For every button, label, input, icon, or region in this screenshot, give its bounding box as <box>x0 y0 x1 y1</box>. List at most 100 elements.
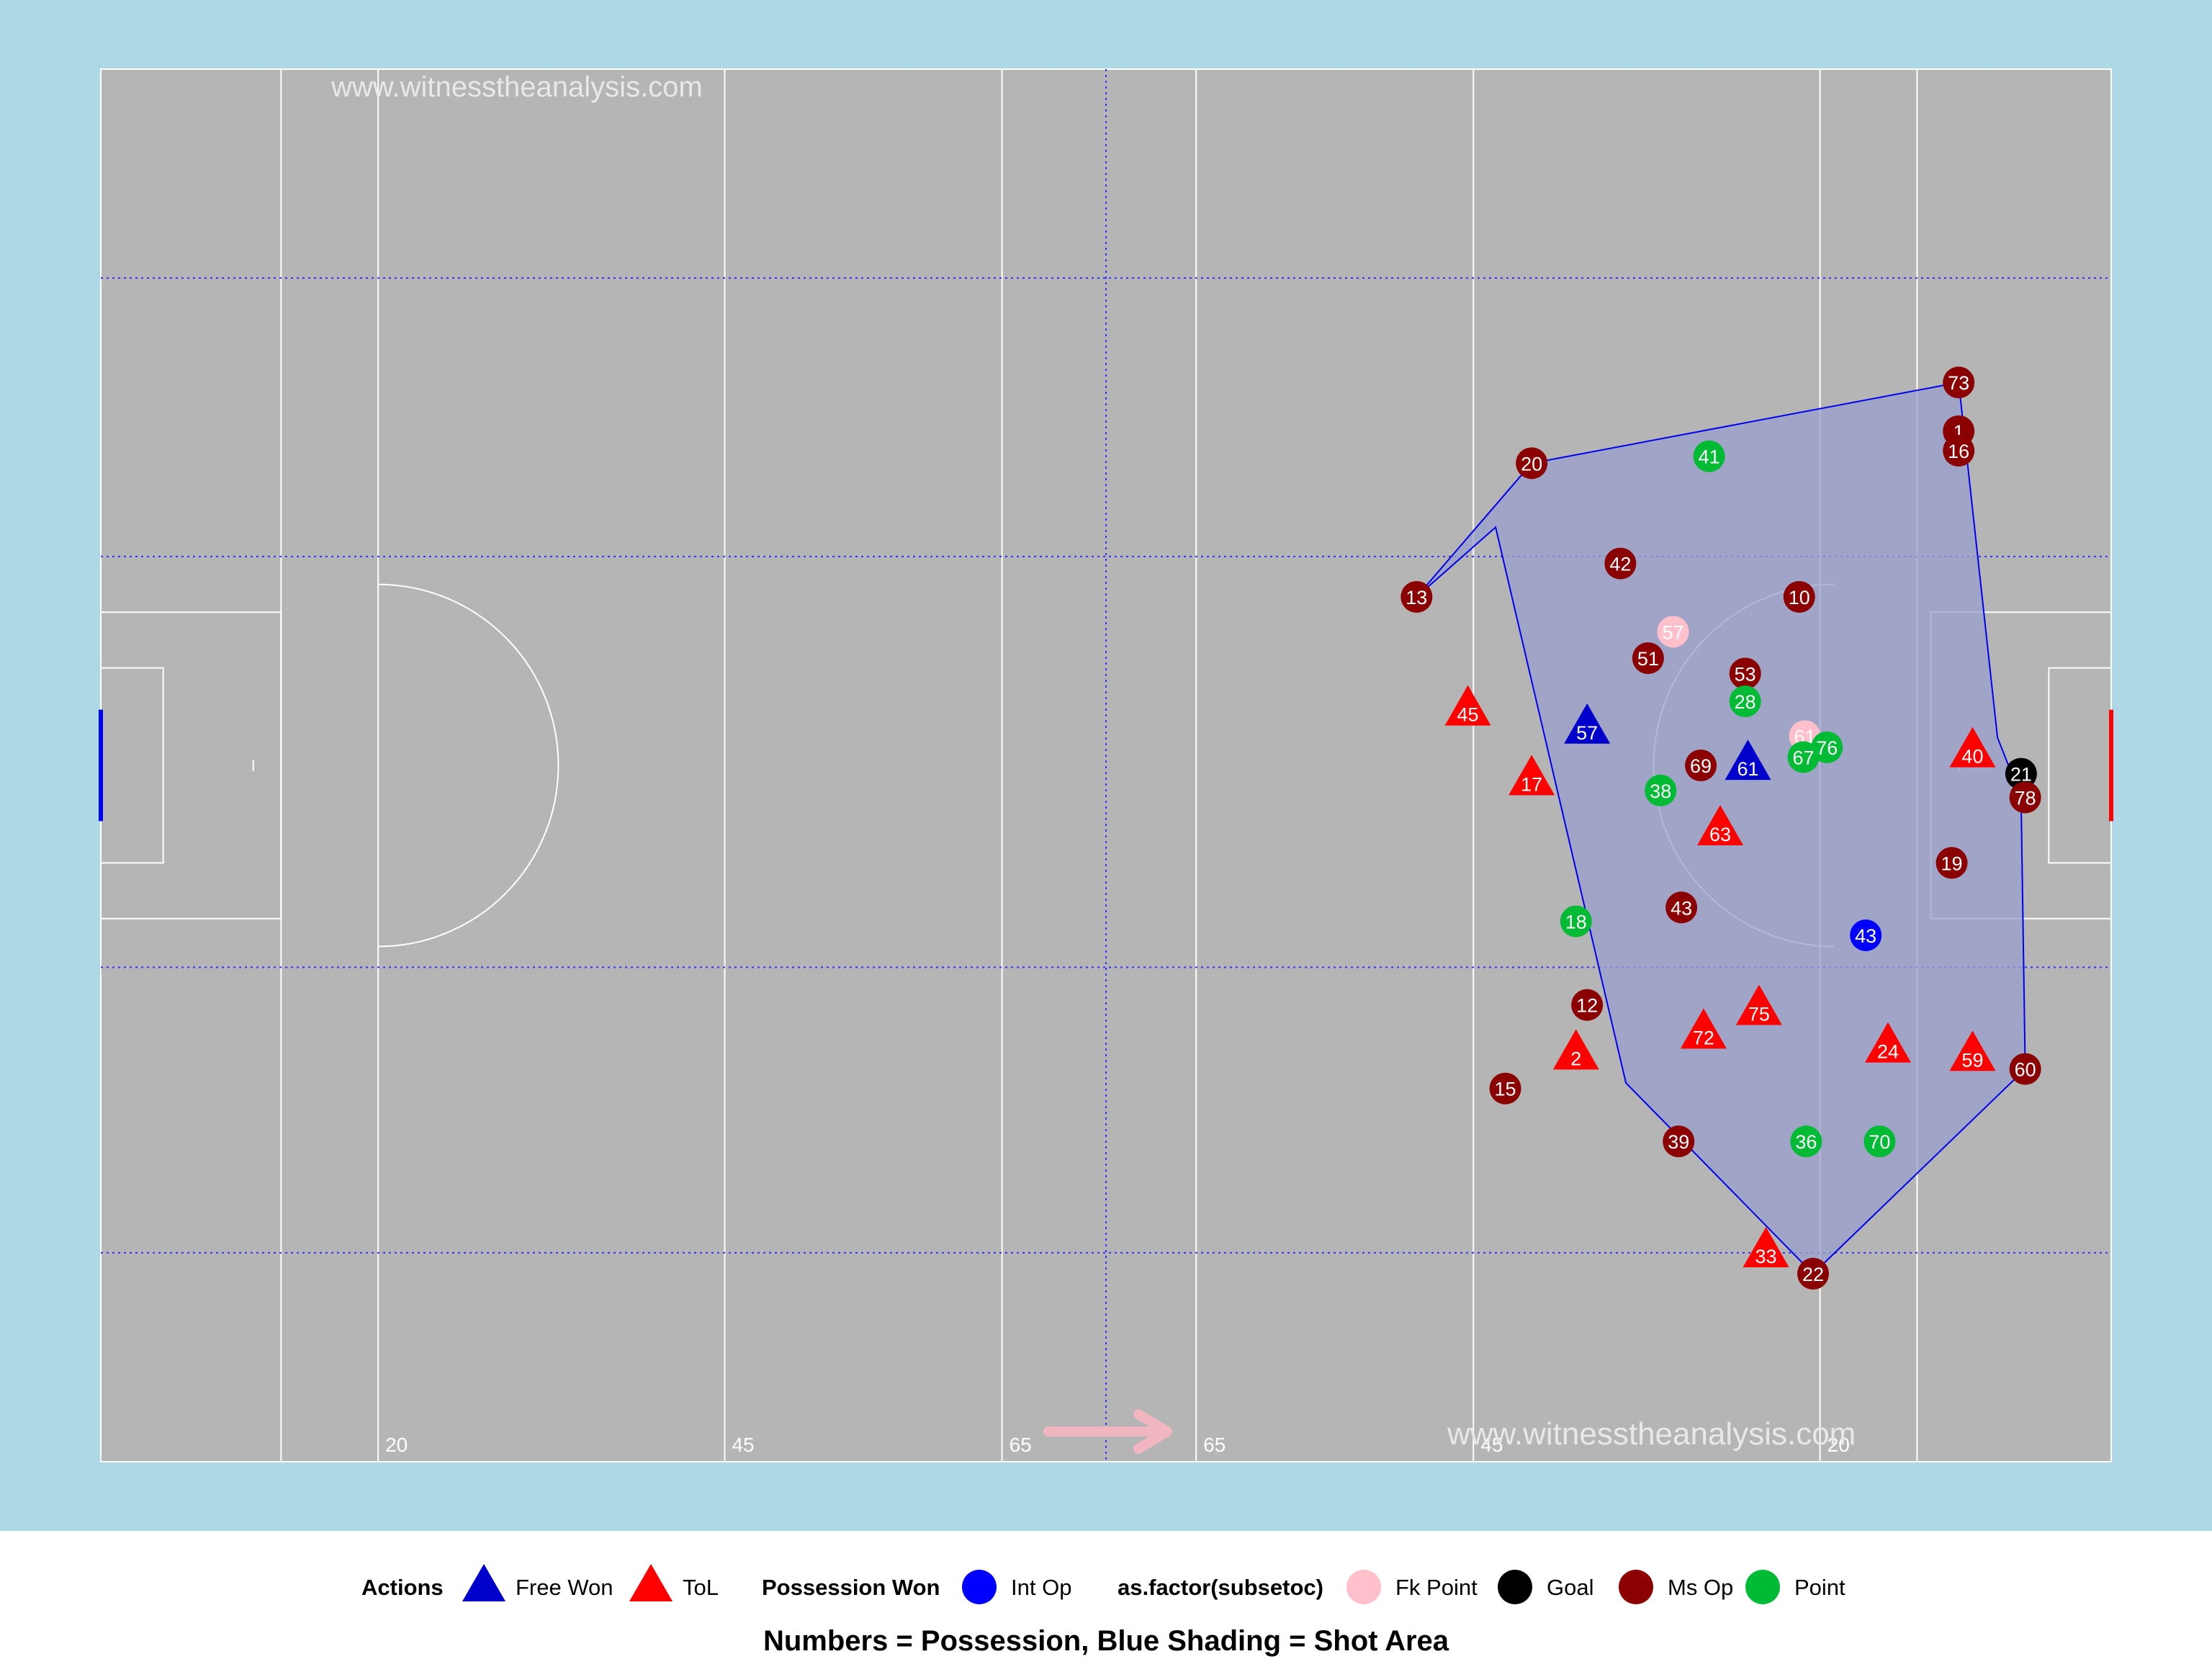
marker-label: 15 <box>1495 1079 1516 1100</box>
pitch-line-label: 20 <box>1827 1434 1850 1456</box>
marker-label: 73 <box>1948 372 1969 394</box>
circle-marker <box>1516 447 1548 480</box>
marker-label: 43 <box>1671 897 1692 919</box>
marker-label: 10 <box>1789 587 1810 608</box>
triangle-marker <box>1949 727 1996 768</box>
circle-marker <box>1645 774 1677 806</box>
circle-marker <box>1663 1125 1695 1158</box>
watermark-top: www.witnesstheanalysis.com <box>331 71 703 103</box>
triangle-marker <box>1680 1008 1727 1049</box>
legend-swatch-circle <box>1745 1570 1780 1604</box>
legend-item-label: Goal <box>1547 1575 1593 1600</box>
watermark-bottom: www.witnesstheanalysis.com <box>1447 1416 1856 1452</box>
marker-goal: 21 <box>2005 757 2037 790</box>
marker-ms-op: 53 <box>1729 657 1761 690</box>
marker-label: 18 <box>1565 912 1587 933</box>
triangle-marker <box>1743 1226 1789 1267</box>
triangle-marker <box>1949 1030 1996 1071</box>
circle-marker <box>2009 781 2041 814</box>
marker-int-op: 43 <box>1850 919 1882 951</box>
legend-item-label: Int Op <box>1011 1575 1071 1600</box>
marker-free-won: 61 <box>1725 739 1771 781</box>
marker-label: 41 <box>1699 446 1720 468</box>
pitch-line-label: 65 <box>1203 1434 1226 1456</box>
circle-marker <box>1790 1125 1822 1158</box>
marker-free-won: 57 <box>1564 703 1611 744</box>
marker-point: 38 <box>1645 774 1677 806</box>
circle-marker <box>2009 1053 2041 1085</box>
marker-ms-op: 16 <box>1943 434 1975 467</box>
marker-ms-op: 51 <box>1632 642 1664 675</box>
marker-label: 43 <box>1855 925 1876 947</box>
marker-ms-op: 60 <box>2009 1053 2041 1085</box>
legend-swatch-triangle <box>629 1564 673 1601</box>
marker-ms-op: 15 <box>1489 1072 1521 1105</box>
marker-ms-op: 22 <box>1797 1257 1830 1290</box>
triangle-marker <box>1564 703 1611 744</box>
legend-item-label: Point <box>1794 1575 1845 1600</box>
marker-label: 72 <box>1693 1027 1714 1048</box>
circle-marker <box>1797 1257 1830 1290</box>
arc-left <box>378 583 559 948</box>
marker-tol: 75 <box>1735 984 1782 1025</box>
marker-label: 21 <box>2010 764 2032 786</box>
legend-title: as.factor(subsetoc) <box>1118 1575 1323 1600</box>
marker-label: 22 <box>1802 1264 1824 1285</box>
pitch-line-label: 65 <box>1010 1434 1032 1456</box>
circle-marker <box>1571 989 1604 1021</box>
circle-marker <box>1401 580 1433 613</box>
circle-marker <box>1850 919 1882 951</box>
triangle-marker <box>1552 1029 1599 1070</box>
marker-label: 51 <box>1637 648 1659 670</box>
marker-ms-op: 78 <box>2009 781 2041 814</box>
marker-label: 36 <box>1795 1131 1817 1153</box>
legend-title: Actions <box>361 1575 444 1600</box>
marker-tol: 33 <box>1743 1226 1789 1267</box>
marker-label: 78 <box>2015 787 2036 809</box>
triangle-marker <box>1509 755 1555 796</box>
circle-marker <box>1729 685 1761 718</box>
marker-label: 38 <box>1650 781 1671 802</box>
marker-label: 16 <box>1948 441 1969 462</box>
legend-item-label: Ms Op <box>1668 1575 1733 1600</box>
circle-marker <box>1783 580 1815 613</box>
attack-direction-arrowhead <box>1133 1409 1172 1454</box>
marker-label: 53 <box>1735 663 1756 685</box>
circle-marker <box>1787 741 1820 773</box>
marker-point: 28 <box>1729 685 1761 718</box>
circle-marker <box>1657 616 1689 648</box>
marker-label: 13 <box>1406 587 1427 608</box>
triangle-marker <box>1697 804 1744 845</box>
marker-ms-op: 20 <box>1516 447 1548 480</box>
marker-label: 76 <box>1816 737 1838 759</box>
marker-fk-point: 57 <box>1657 616 1689 648</box>
legend-swatch-circle <box>962 1570 997 1604</box>
marker-ms-op: 12 <box>1571 989 1604 1021</box>
legend-item-label: ToL <box>683 1575 719 1600</box>
legend-swatch-circle <box>1498 1570 1532 1604</box>
marker-point: 18 <box>1560 905 1592 938</box>
marker-point: 36 <box>1790 1125 1822 1158</box>
marker-label: 60 <box>2015 1059 2036 1081</box>
marker-point: 70 <box>1863 1125 1896 1158</box>
marker-tol: 40 <box>1949 727 1996 768</box>
marker-label: 39 <box>1668 1131 1689 1153</box>
legend-title: Possession Won <box>762 1575 940 1600</box>
marker-label: 63 <box>1709 824 1731 845</box>
marker-point: 67 <box>1787 741 1820 773</box>
marker-ms-op: 13 <box>1401 580 1433 613</box>
marker-label: 67 <box>1793 747 1815 768</box>
circle-marker <box>1936 847 1968 879</box>
footer-title: Numbers = Possession, Blue Shading = Sho… <box>763 1625 1449 1657</box>
circle-marker <box>1685 750 1717 781</box>
circle-marker <box>1863 1125 1896 1158</box>
marker-label: 57 <box>1663 621 1684 643</box>
triangle-marker <box>1864 1022 1911 1063</box>
marker-ms-op: 19 <box>1936 847 1968 879</box>
circle-marker <box>1943 434 1975 467</box>
marker-tol: 59 <box>1949 1030 1996 1071</box>
marker-label: 59 <box>1961 1049 1983 1071</box>
marker-label: 61 <box>1737 758 1758 780</box>
